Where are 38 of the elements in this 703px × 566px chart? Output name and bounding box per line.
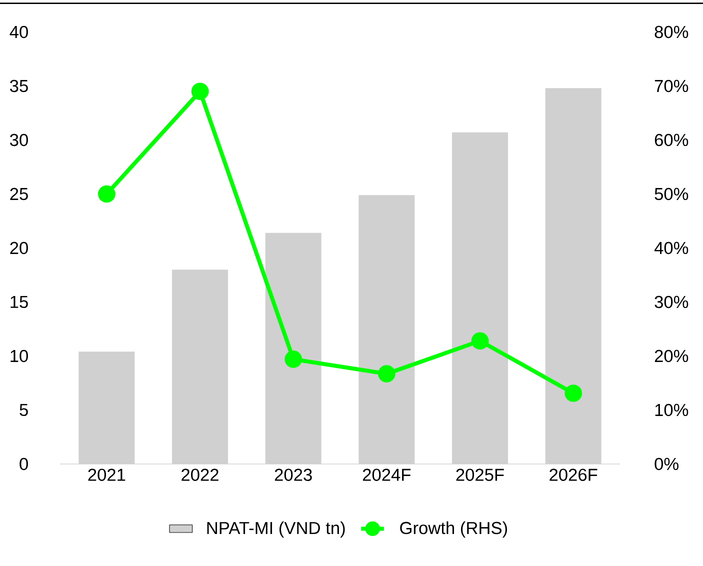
y-tick-label: 5 xyxy=(20,404,28,416)
y-tick-label: 10 xyxy=(10,350,28,362)
y-tick-label: 15 xyxy=(10,296,28,308)
x-tick-label: 2023 xyxy=(274,468,312,481)
point xyxy=(284,350,302,368)
y2-tick-label: 10% xyxy=(655,404,688,416)
y-tick-label: 0 xyxy=(20,458,28,470)
y-tick-label: 20 xyxy=(10,242,28,254)
point xyxy=(564,384,582,402)
y2-tick-label: 40% xyxy=(654,242,688,254)
bar xyxy=(78,352,135,464)
y2-tick-label: 0% xyxy=(654,458,678,470)
point xyxy=(378,365,396,382)
bar xyxy=(265,232,322,464)
x-tick-label: 2026F xyxy=(550,468,598,481)
point xyxy=(471,332,489,350)
legend-label: NPAT-MI (VND tn) xyxy=(207,521,345,538)
x-tick-label: 2021 xyxy=(88,468,126,481)
bar xyxy=(172,270,228,464)
y-tick-label: 30 xyxy=(10,134,28,146)
x-tick-label: 2022 xyxy=(182,468,218,481)
y2-tick-label: 20% xyxy=(654,350,688,362)
y-tick-label: 40 xyxy=(10,26,28,38)
point xyxy=(191,82,209,100)
bar xyxy=(358,195,415,464)
y2-tick-label: 60% xyxy=(654,134,688,146)
x-tick-label: 2024F xyxy=(362,468,411,481)
bar xyxy=(545,88,602,464)
y2-tick-label: 80% xyxy=(654,26,688,38)
legend-label: Growth (RHS) xyxy=(400,521,507,538)
y2-tick-label: 50% xyxy=(654,188,688,200)
x-tick-label: 2025F xyxy=(456,468,504,481)
y-tick-label: 35 xyxy=(10,80,28,92)
bar xyxy=(452,132,508,464)
y-tick-label: 25 xyxy=(10,188,28,200)
y2-tick-label: 70% xyxy=(654,80,688,92)
point xyxy=(98,185,116,203)
y2-tick-label: 30% xyxy=(654,296,688,308)
